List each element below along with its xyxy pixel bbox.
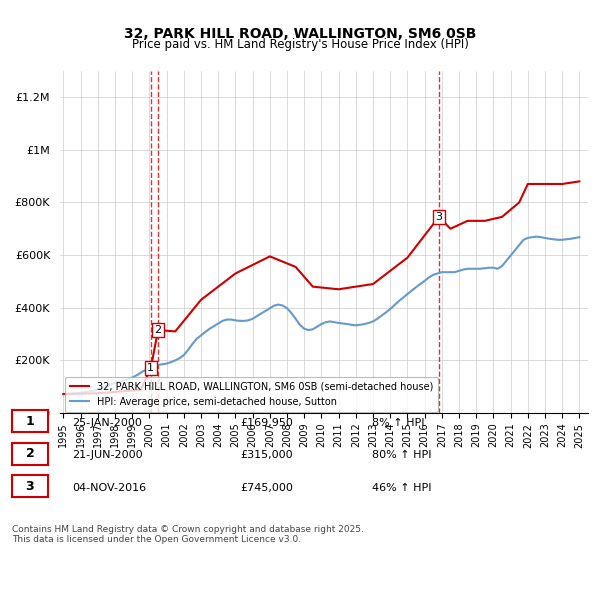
Text: 1: 1 xyxy=(148,363,154,373)
Text: 04-NOV-2016: 04-NOV-2016 xyxy=(72,483,146,493)
Text: 3: 3 xyxy=(26,480,34,493)
Text: £745,000: £745,000 xyxy=(240,483,293,493)
Text: £315,000: £315,000 xyxy=(240,451,293,460)
Text: 25-JAN-2000: 25-JAN-2000 xyxy=(72,418,142,428)
Text: 80% ↑ HPI: 80% ↑ HPI xyxy=(372,451,431,460)
Text: 3: 3 xyxy=(436,212,442,222)
Text: 8% ↑ HPI: 8% ↑ HPI xyxy=(372,418,425,428)
Text: 1: 1 xyxy=(26,415,34,428)
Legend: 32, PARK HILL ROAD, WALLINGTON, SM6 0SB (semi-detached house), HPI: Average pric: 32, PARK HILL ROAD, WALLINGTON, SM6 0SB … xyxy=(65,377,438,412)
Text: £169,950: £169,950 xyxy=(240,418,293,428)
Text: 2: 2 xyxy=(154,325,161,335)
Text: 21-JUN-2000: 21-JUN-2000 xyxy=(72,451,143,460)
Text: Contains HM Land Registry data © Crown copyright and database right 2025.
This d: Contains HM Land Registry data © Crown c… xyxy=(12,525,364,545)
Text: Price paid vs. HM Land Registry's House Price Index (HPI): Price paid vs. HM Land Registry's House … xyxy=(131,38,469,51)
Text: 2: 2 xyxy=(26,447,34,460)
Text: 32, PARK HILL ROAD, WALLINGTON, SM6 0SB: 32, PARK HILL ROAD, WALLINGTON, SM6 0SB xyxy=(124,27,476,41)
Text: 46% ↑ HPI: 46% ↑ HPI xyxy=(372,483,431,493)
